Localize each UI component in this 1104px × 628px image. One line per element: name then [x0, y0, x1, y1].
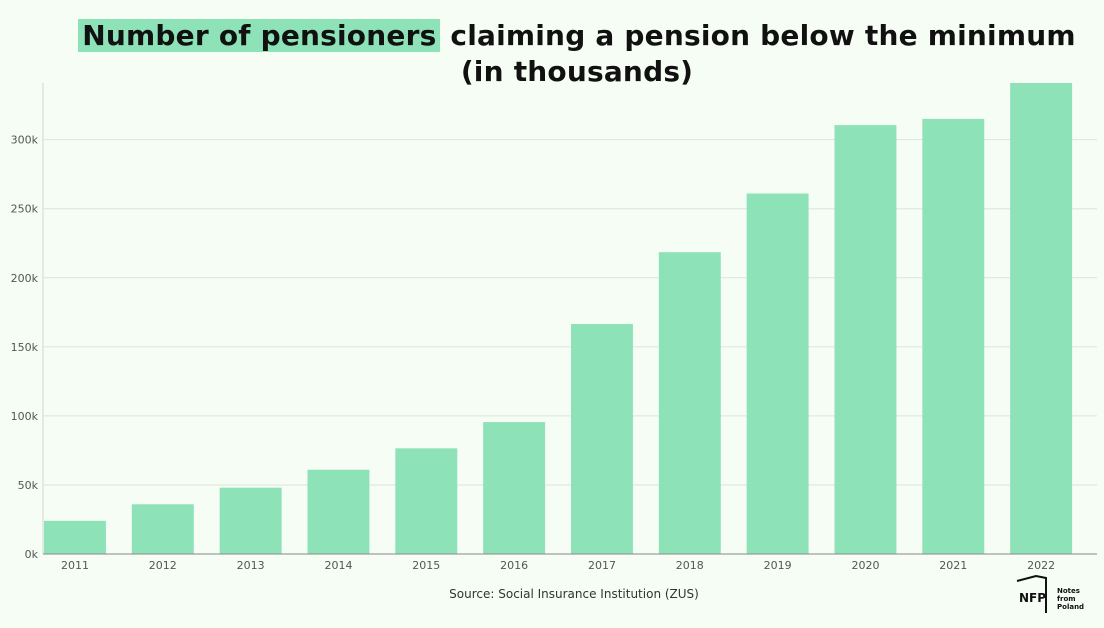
- x-tick-label: 2014: [324, 559, 352, 572]
- x-tick-label: 2016: [500, 559, 528, 572]
- bar-2021: [922, 118, 985, 555]
- source-note: Source: Social Insurance Institution (ZU…: [449, 587, 699, 601]
- bar-2020: [834, 125, 897, 554]
- logo-wordmark: Notes from Poland: [1057, 587, 1098, 611]
- x-tick-label: 2015: [412, 559, 440, 572]
- y-tick-label: 300k: [11, 134, 39, 147]
- y-tick-label: 150k: [11, 341, 39, 354]
- x-tick-label: 2019: [764, 559, 792, 572]
- bar-2016: [483, 422, 546, 554]
- y-tick-label: 250k: [11, 203, 39, 216]
- x-tick-label: 2021: [939, 559, 967, 572]
- logo-line-2: Poland: [1057, 603, 1085, 611]
- x-tick-label: 2017: [588, 559, 616, 572]
- bar-2015: [395, 448, 458, 554]
- logo-mark-icon: NFP: [1016, 574, 1047, 613]
- bar-2022: [1010, 83, 1073, 554]
- x-axis-ticks: 2011 2012 2013 2014 2015 2016 2017 2018 2019 2020…: [61, 559, 1055, 572]
- x-tick-label: 2011: [61, 559, 89, 572]
- title-highlight: Number of pensioners: [78, 19, 441, 52]
- logo-line-1: Notes from: [1057, 587, 1080, 603]
- x-tick-label: 2012: [149, 559, 177, 572]
- title-line-1: Number of pensioners claiming a pension …: [0, 18, 1104, 54]
- y-tick-label: 0k: [25, 548, 39, 561]
- y-tick-label: 50k: [18, 479, 39, 492]
- bars: [44, 83, 1073, 555]
- bar-2013: [219, 487, 282, 554]
- bar-2019: [746, 193, 809, 554]
- y-tick-label: 200k: [11, 272, 39, 285]
- title-line-2: (in thousands): [460, 55, 694, 88]
- bar-2017: [571, 324, 633, 554]
- bar-2011: [44, 520, 106, 554]
- x-tick-label: 2013: [237, 559, 265, 572]
- bar-2012: [131, 504, 194, 554]
- nfp-logo: NFP Notes from Poland: [1014, 574, 1098, 615]
- x-tick-label: 2022: [1027, 559, 1055, 572]
- x-tick-label: 2020: [851, 559, 879, 572]
- x-tick-label: 2018: [676, 559, 704, 572]
- bar-2014: [307, 469, 370, 554]
- logo-mark-text: NFP: [1019, 591, 1046, 605]
- y-tick-label: 100k: [11, 410, 39, 423]
- title-rest: claiming a pension below the minimum: [440, 19, 1076, 52]
- chart-title: Number of pensioners claiming a pension …: [0, 18, 1104, 90]
- bar-2018: [658, 252, 721, 555]
- grid-lines: [43, 139, 1097, 486]
- y-axis-ticks: 0k 50k 100k 150k 200k 250k 300k: [11, 134, 39, 561]
